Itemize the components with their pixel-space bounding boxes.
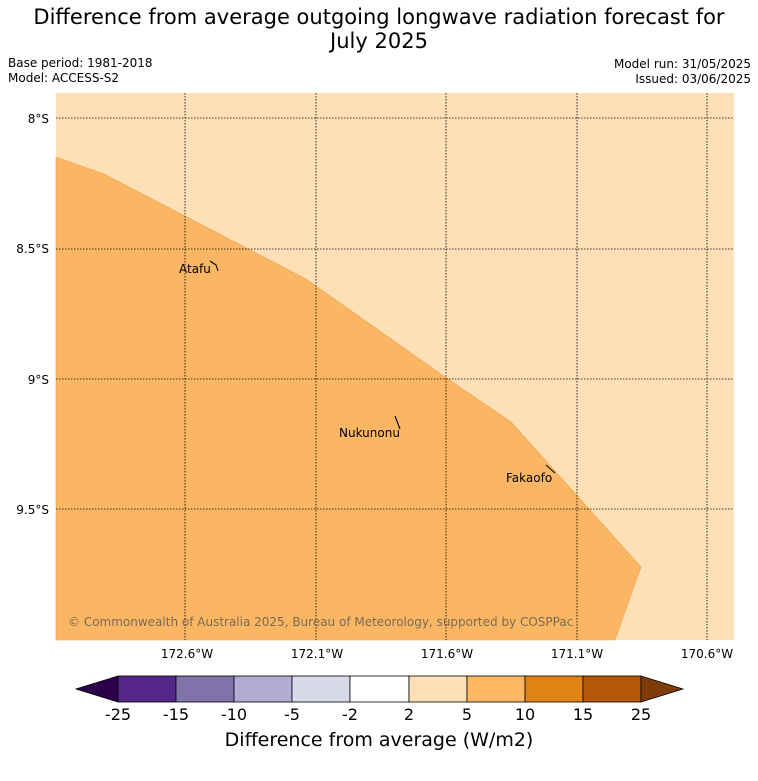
meta-right: Model run: 31/05/2025 Issued: 03/06/2025	[614, 57, 751, 87]
nukunonu-atoll	[394, 415, 401, 430]
chart-title: Difference from average outgoing longwav…	[0, 5, 758, 53]
lon-labels: 172.6°W 172.1°W 171.6°W 171.1°W 170.6°W	[161, 647, 733, 661]
model-run: Model run: 31/05/2025	[613, 57, 751, 71]
place-label-fakaofo: Fakaofo	[506, 471, 552, 485]
lon-label: 172.1°W	[291, 647, 343, 661]
colorbar-bin	[233, 675, 293, 703]
lat-label: 9°S	[28, 373, 49, 387]
lat-label: 8.5°S	[16, 242, 49, 256]
copyright-notice: © Commonwealth of Australia 2025, Bureau…	[68, 615, 573, 629]
lon-label: 171.6°W	[421, 647, 473, 661]
colorbar-bin	[175, 675, 235, 703]
colorbar-tick: 2	[404, 705, 414, 724]
colorbar-tick: 25	[631, 705, 651, 724]
atolls	[209, 260, 556, 474]
lat-label: 8°S	[28, 112, 49, 126]
lon-label: 172.6°W	[161, 647, 213, 661]
colorbar	[74, 675, 685, 703]
colorbar-tick: 15	[573, 705, 593, 724]
place-label-nukunonu: Nukunonu	[339, 426, 400, 440]
colorbar-bin	[349, 675, 410, 703]
graticule	[56, 93, 734, 640]
colorbar-tick: -5	[284, 705, 300, 724]
title-line-2: July 2025	[330, 29, 428, 53]
colorbar-bin	[524, 675, 584, 703]
colorbar-bin	[408, 675, 468, 703]
atafu-atoll	[209, 260, 219, 272]
colorbar-min-extension	[74, 675, 119, 703]
colorbar-bin	[117, 675, 177, 703]
place-labels: Atafu Nukunonu Fakaofo	[179, 262, 552, 485]
model-name: Model: ACCESS-S2	[8, 71, 120, 85]
lat-label: 9.5°S	[16, 503, 49, 517]
colorbar-tick: -25	[105, 705, 131, 724]
colorbar-tick: -2	[342, 705, 358, 724]
colorbar-tick: 10	[515, 705, 535, 724]
base-period: Base period: 1981-2018	[8, 56, 153, 70]
colorbar-tick-labels: -25 -15 -10 -5 -2 2 5 10 15 25	[105, 705, 651, 724]
meta-left: Base period: 1981-2018 Model: ACCESS-S2	[8, 56, 153, 86]
colorbar-bin	[582, 675, 642, 703]
place-label-atafu: Atafu	[179, 262, 211, 276]
map-panel	[55, 93, 734, 641]
colorbar-bin	[466, 675, 526, 703]
colorbar-label: Difference from average (W/m2)	[224, 729, 534, 751]
dark-anomaly-region	[55, 156, 642, 641]
colorbar-max-extension	[640, 675, 685, 703]
colorbar-bin	[291, 675, 351, 703]
lon-label: 170.6°W	[681, 647, 733, 661]
colorbar-tick: 5	[462, 705, 472, 724]
issued-date: Issued: 03/06/2025	[635, 72, 751, 86]
colorbar-tick: -10	[221, 705, 247, 724]
fakaofo-atoll	[545, 464, 556, 474]
title-line-1: Difference from average outgoing longwav…	[33, 5, 725, 29]
colorbar-tick: -15	[163, 705, 189, 724]
lat-labels: 8°S 8.5°S 9°S 9.5°S	[16, 112, 49, 517]
lon-label: 171.1°W	[551, 647, 603, 661]
